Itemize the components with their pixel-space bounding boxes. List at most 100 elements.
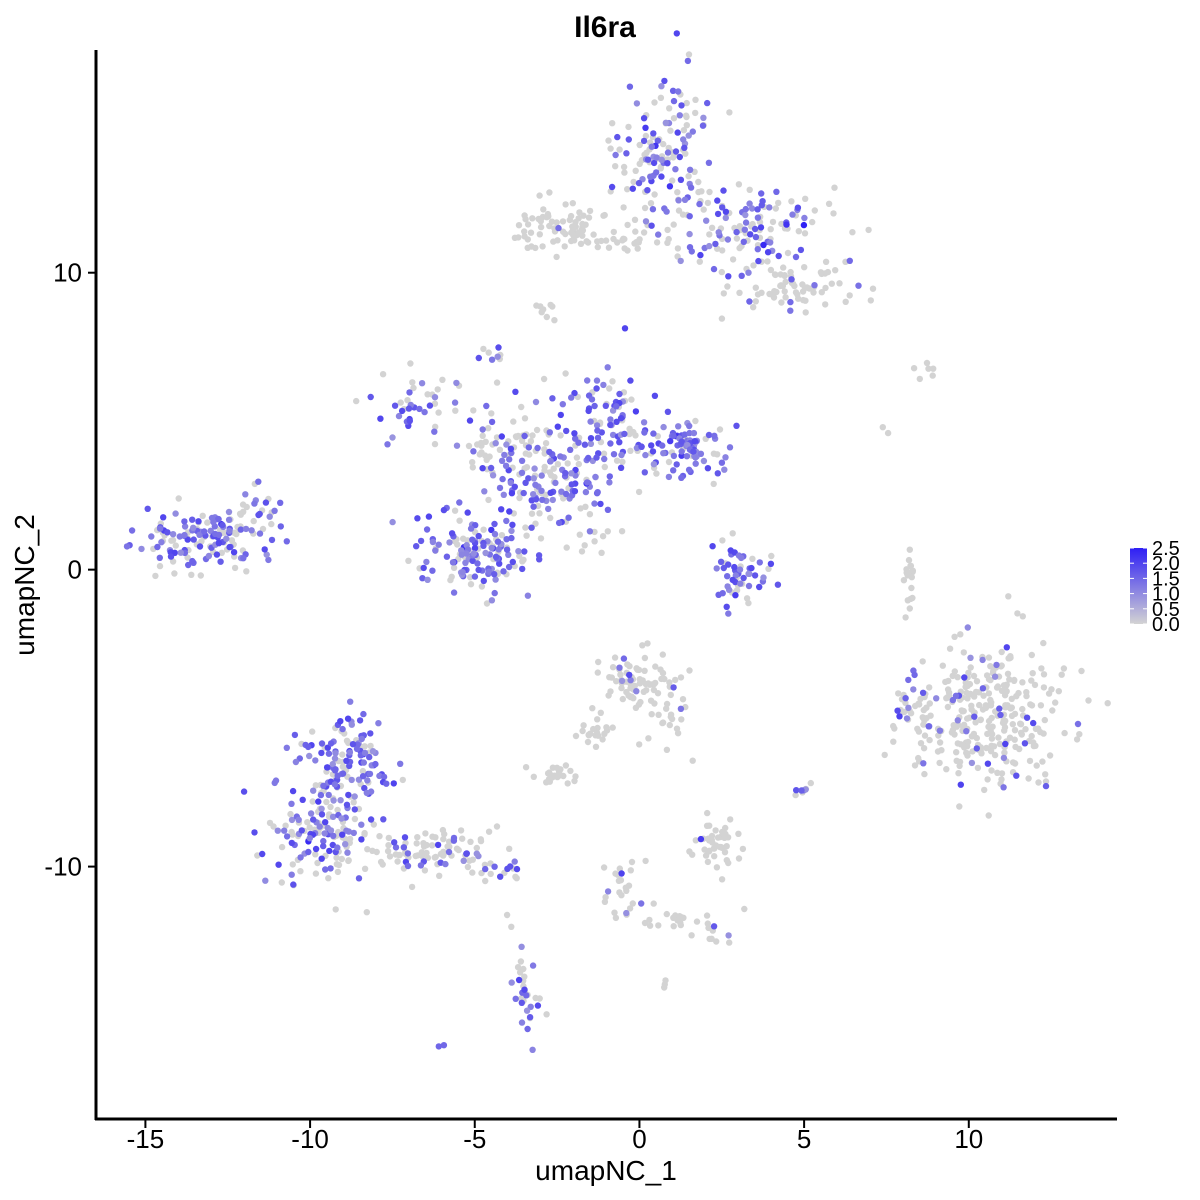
cell-point xyxy=(399,776,406,784)
cell-point xyxy=(586,528,594,535)
cell-point xyxy=(469,536,476,543)
cell-point xyxy=(583,238,590,245)
cell-point xyxy=(879,424,886,431)
cell-point xyxy=(485,349,492,356)
cell-point xyxy=(593,422,601,429)
cell-point xyxy=(800,221,808,229)
cell-point xyxy=(714,197,721,204)
cell-point xyxy=(1004,670,1012,677)
cell-point xyxy=(485,568,493,575)
cell-point xyxy=(675,423,682,430)
cell-point xyxy=(983,744,990,752)
cell-point xyxy=(496,560,503,567)
cell-point xyxy=(367,742,374,750)
cell-point xyxy=(601,455,608,463)
cell-point xyxy=(523,532,530,539)
cell-point xyxy=(784,249,792,257)
cell-point xyxy=(719,828,726,836)
cell-point xyxy=(907,710,915,717)
cell-point xyxy=(810,289,817,296)
cell-point xyxy=(690,448,697,455)
cell-point xyxy=(767,266,775,274)
cell-point xyxy=(498,433,505,440)
cell-point xyxy=(752,233,760,241)
cell-point xyxy=(760,574,767,581)
cell-point xyxy=(405,557,412,564)
cell-point xyxy=(987,702,995,709)
cell-point xyxy=(1011,736,1018,743)
cell-point xyxy=(768,552,775,560)
cell-point xyxy=(990,668,997,675)
cell-point xyxy=(532,496,540,503)
cell-point xyxy=(747,231,754,238)
cell-point xyxy=(435,1043,442,1050)
cell-point xyxy=(537,223,545,231)
cell-point xyxy=(604,528,611,535)
cell-point xyxy=(597,500,604,508)
cell-point xyxy=(507,479,514,486)
cell-point xyxy=(605,137,612,144)
cell-point xyxy=(1008,704,1015,711)
cell-point xyxy=(456,517,463,524)
cell-point xyxy=(549,496,556,504)
cell-point xyxy=(355,776,363,783)
cell-point xyxy=(525,444,532,451)
cell-point xyxy=(905,704,912,711)
cell-point xyxy=(318,740,326,747)
cell-point xyxy=(1042,782,1050,790)
cell-points xyxy=(123,30,1111,1054)
cell-point xyxy=(428,842,436,849)
cell-point xyxy=(339,831,346,838)
cell-point xyxy=(624,247,631,254)
cell-point xyxy=(1013,693,1020,700)
cell-point xyxy=(752,284,759,291)
cell-point xyxy=(442,860,449,868)
cell-point xyxy=(491,520,498,528)
cell-point xyxy=(905,556,913,564)
cell-point xyxy=(758,289,765,296)
cell-point xyxy=(524,592,532,599)
cell-point xyxy=(920,721,927,728)
cell-point xyxy=(1005,655,1012,662)
cell-point xyxy=(325,750,333,757)
cell-point xyxy=(586,511,594,518)
cell-point xyxy=(520,965,527,973)
cell-point xyxy=(599,736,606,743)
cell-point xyxy=(447,576,454,584)
cell-point xyxy=(434,841,442,849)
cell-point xyxy=(980,692,987,699)
cell-point xyxy=(578,548,586,555)
cell-point xyxy=(649,206,657,213)
cell-point xyxy=(309,728,316,735)
cell-point xyxy=(562,201,569,208)
cell-point xyxy=(618,684,625,692)
cell-point xyxy=(406,417,413,425)
cell-point xyxy=(532,398,540,406)
cell-point xyxy=(123,543,131,550)
cell-point xyxy=(404,397,411,404)
cell-point xyxy=(432,834,439,841)
cell-point xyxy=(670,97,678,105)
cell-point xyxy=(1039,758,1046,765)
cell-point xyxy=(138,545,145,553)
cell-point xyxy=(890,738,897,745)
cell-point xyxy=(985,812,992,819)
cell-point xyxy=(538,472,545,479)
cell-point xyxy=(846,292,853,299)
cell-point xyxy=(600,381,607,389)
cell-point xyxy=(567,212,575,220)
cell-point xyxy=(926,736,933,744)
cell-point xyxy=(703,822,711,829)
cell-point xyxy=(520,556,527,563)
cell-point xyxy=(475,566,482,574)
cell-point xyxy=(697,450,705,457)
cell-point xyxy=(471,545,479,552)
cell-point xyxy=(521,986,528,993)
cell-point xyxy=(169,531,177,538)
cell-point xyxy=(518,943,525,950)
cell-point xyxy=(297,868,304,875)
cell-point xyxy=(984,776,991,783)
cell-point xyxy=(1023,689,1030,696)
cell-point xyxy=(613,403,620,410)
cell-point xyxy=(865,226,872,234)
